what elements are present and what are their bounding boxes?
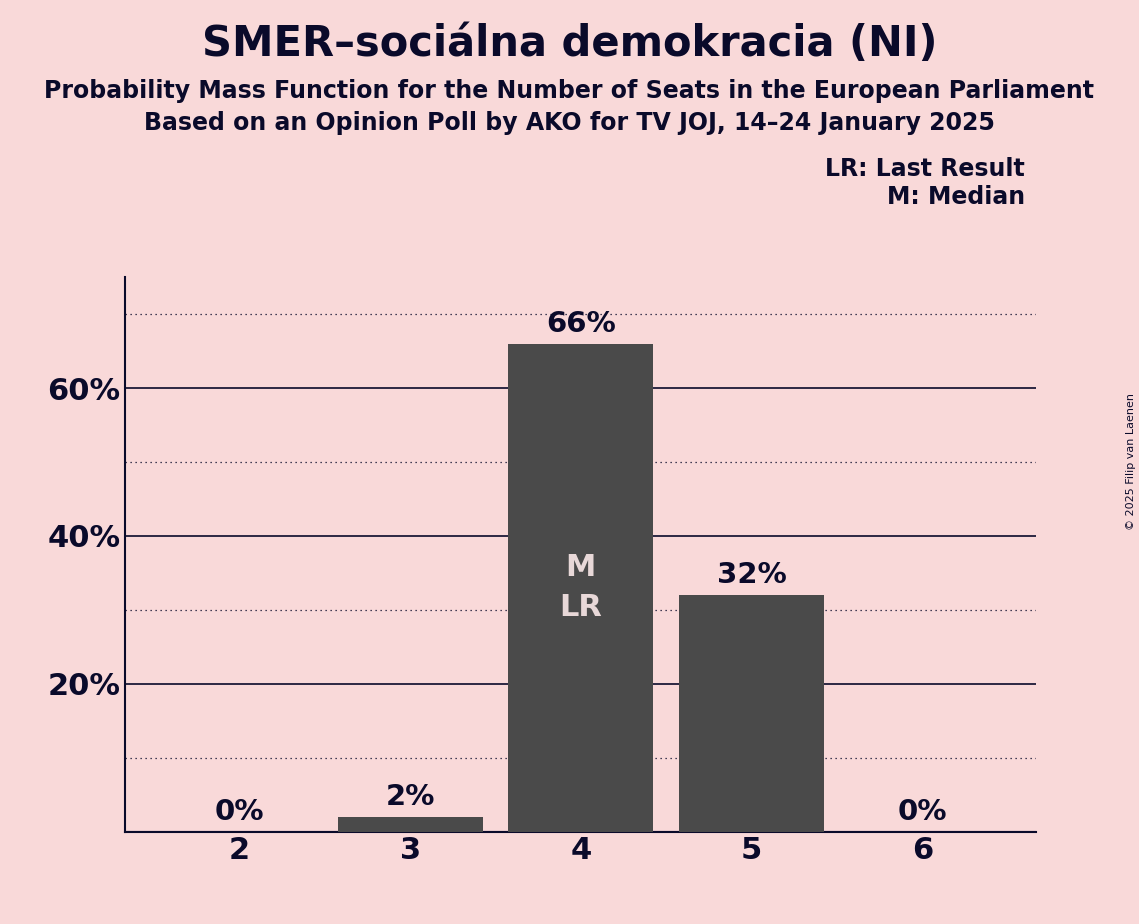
Text: © 2025 Filip van Laenen: © 2025 Filip van Laenen xyxy=(1126,394,1136,530)
Text: M: Median: M: Median xyxy=(887,185,1025,209)
Text: LR: Last Result: LR: Last Result xyxy=(826,157,1025,181)
Text: SMER–sociálna demokracia (NI): SMER–sociálna demokracia (NI) xyxy=(202,23,937,65)
Text: Based on an Opinion Poll by AKO for TV JOJ, 14–24 January 2025: Based on an Opinion Poll by AKO for TV J… xyxy=(144,111,995,135)
Text: M
LR: M LR xyxy=(559,553,603,623)
Text: Probability Mass Function for the Number of Seats in the European Parliament: Probability Mass Function for the Number… xyxy=(44,79,1095,103)
Bar xyxy=(679,595,825,832)
Text: 0%: 0% xyxy=(898,797,948,826)
Text: 32%: 32% xyxy=(716,561,787,590)
Text: 66%: 66% xyxy=(546,310,616,338)
Bar xyxy=(337,817,483,832)
Bar xyxy=(508,344,654,832)
Text: 2%: 2% xyxy=(385,783,435,811)
Text: 0%: 0% xyxy=(214,797,264,826)
